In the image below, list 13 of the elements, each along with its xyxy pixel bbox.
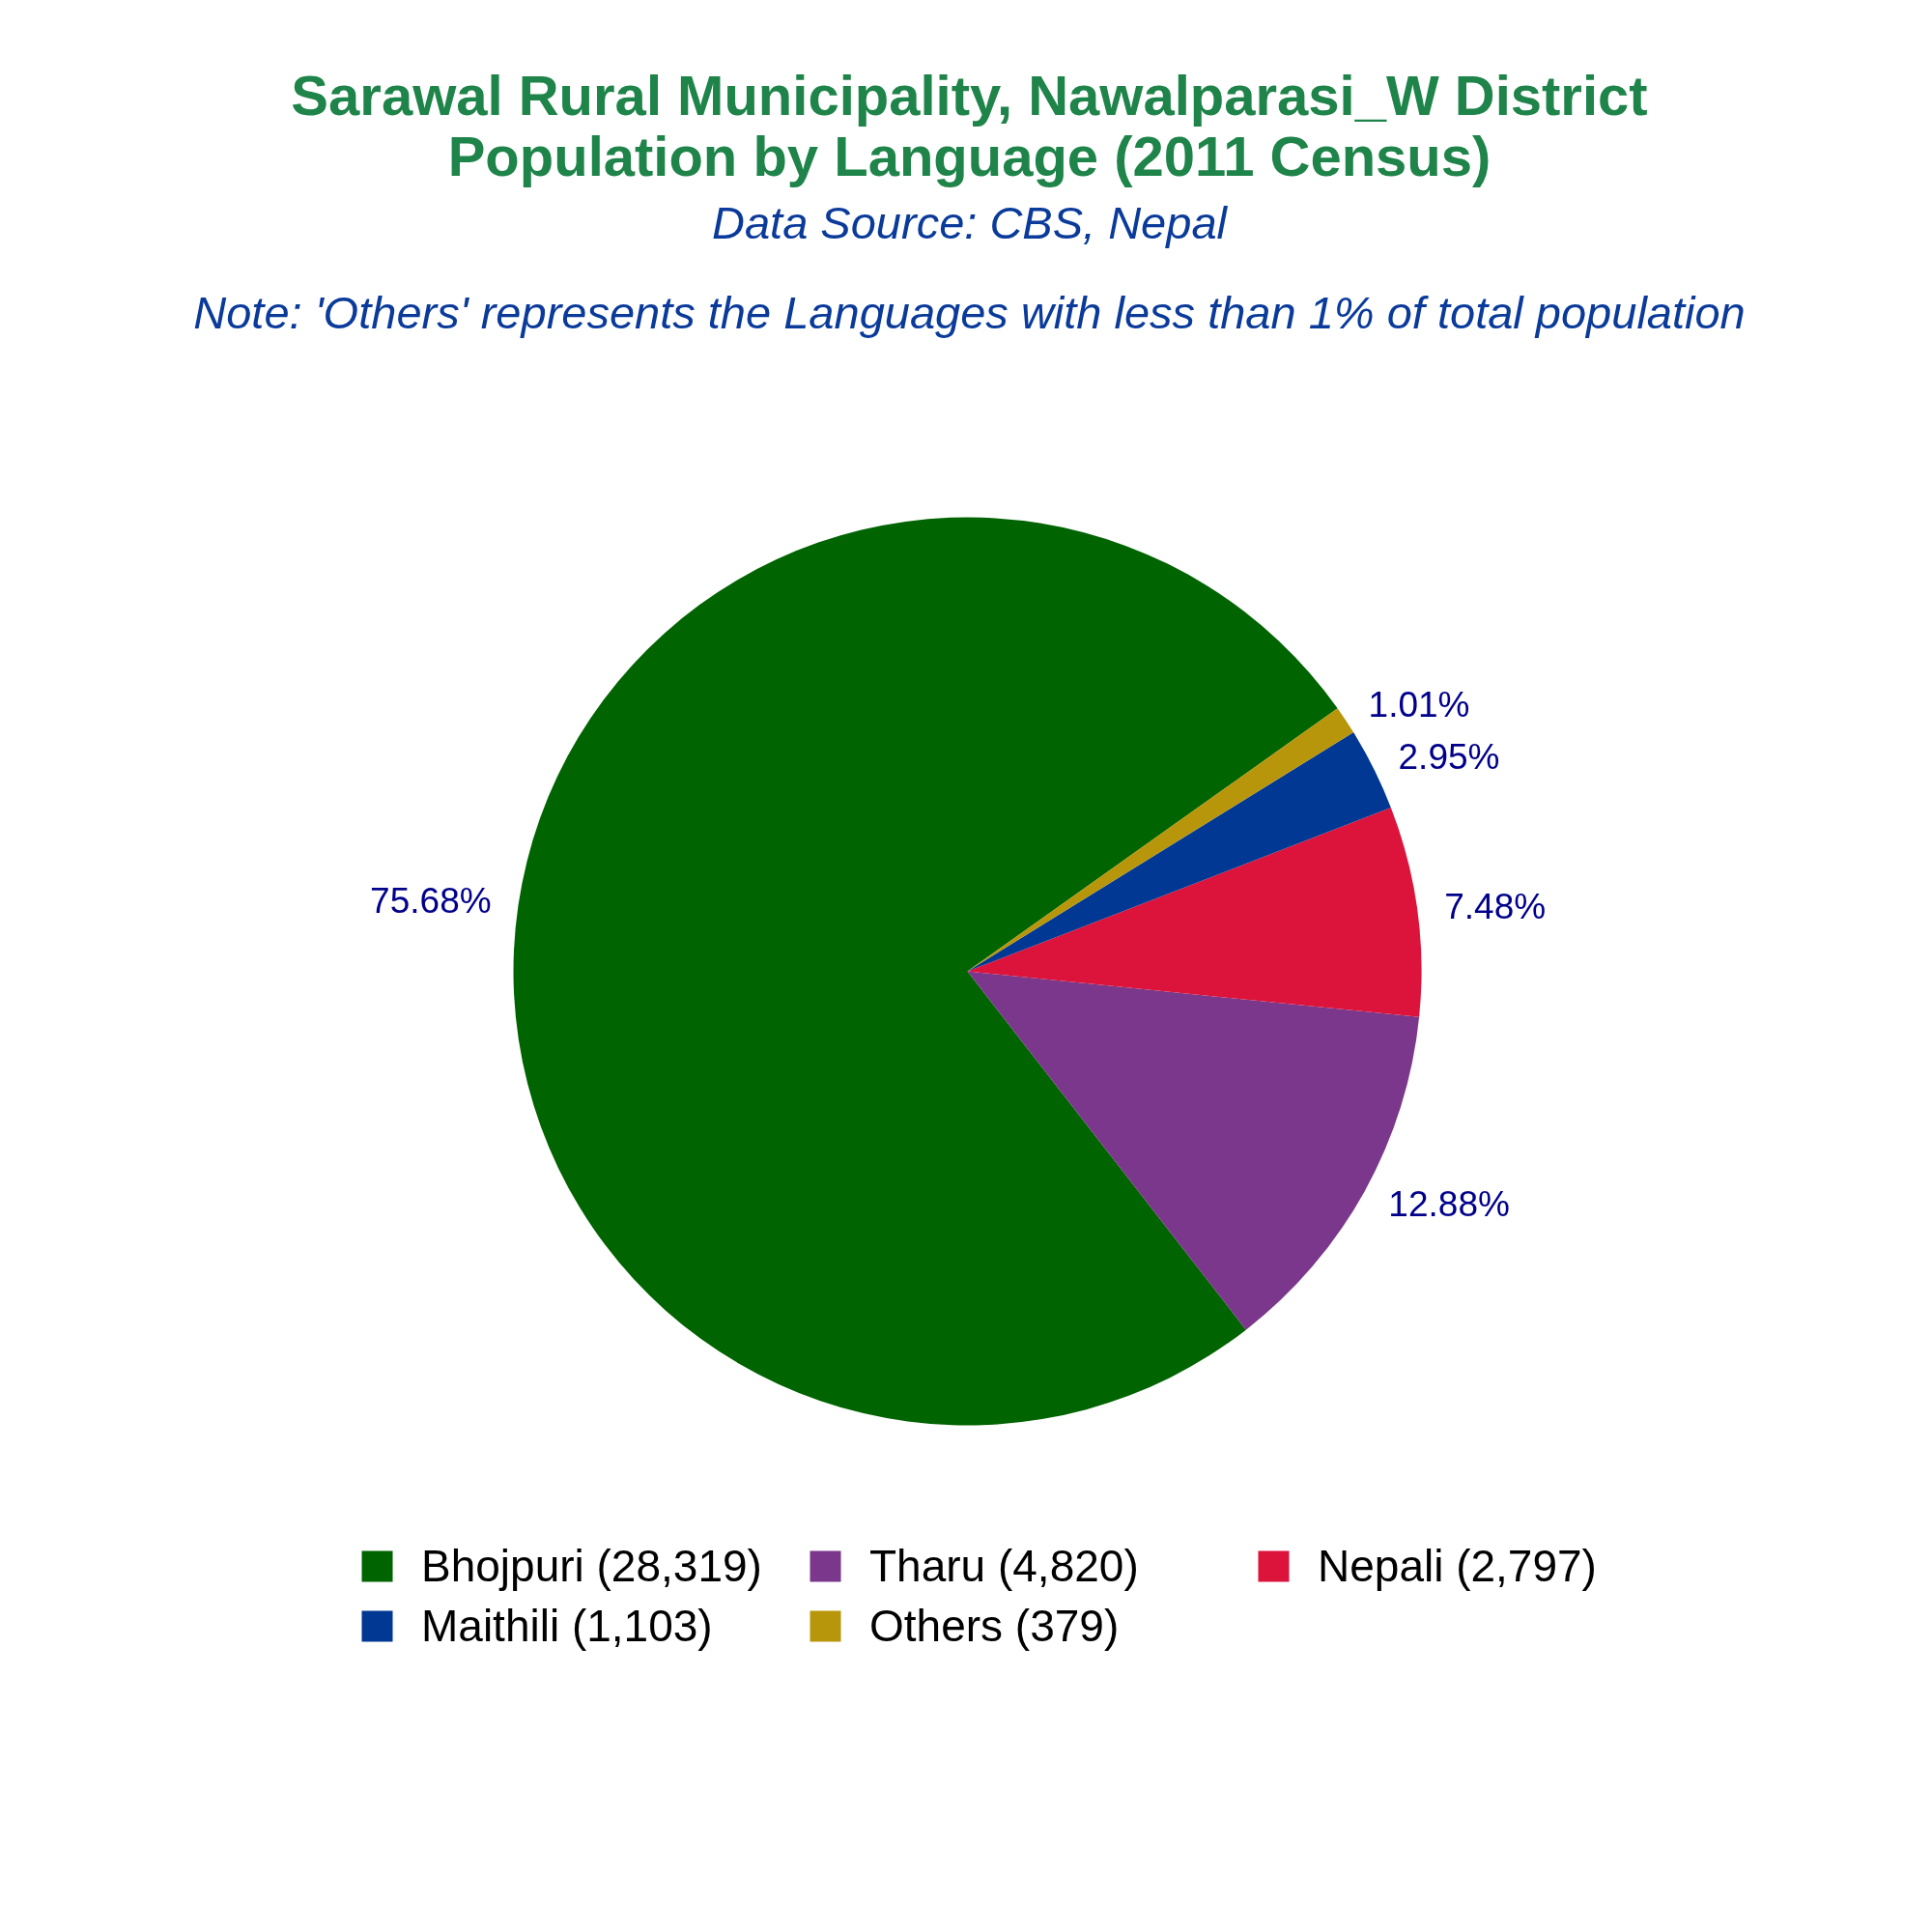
data-label: 1.01% [1368,685,1470,725]
legend-label: Nepali (2,797) [1318,1540,1598,1592]
legend-label: Tharu (4,820) [869,1540,1140,1592]
data-label: 7.48% [1444,887,1547,927]
legend-label: Bhojpuri (28,319) [421,1540,763,1592]
data-label: 12.88% [1388,1184,1510,1225]
text: Note: 'Others' represents the Languages with less than 1% of total population [193,287,1746,338]
data-label: 75.68% [370,881,492,922]
chart-subtitle: Data Source: CBS, Nepal [712,197,1229,248]
legend-label: Others (379) [869,1600,1121,1652]
legend-label: Maithili (1,103) [421,1600,714,1652]
data-label: 2.95% [1398,737,1500,778]
chart-title: Sarawal Rural Municipality, Nawalparasi_W District Population by Language (2011 Census) [291,64,1648,187]
